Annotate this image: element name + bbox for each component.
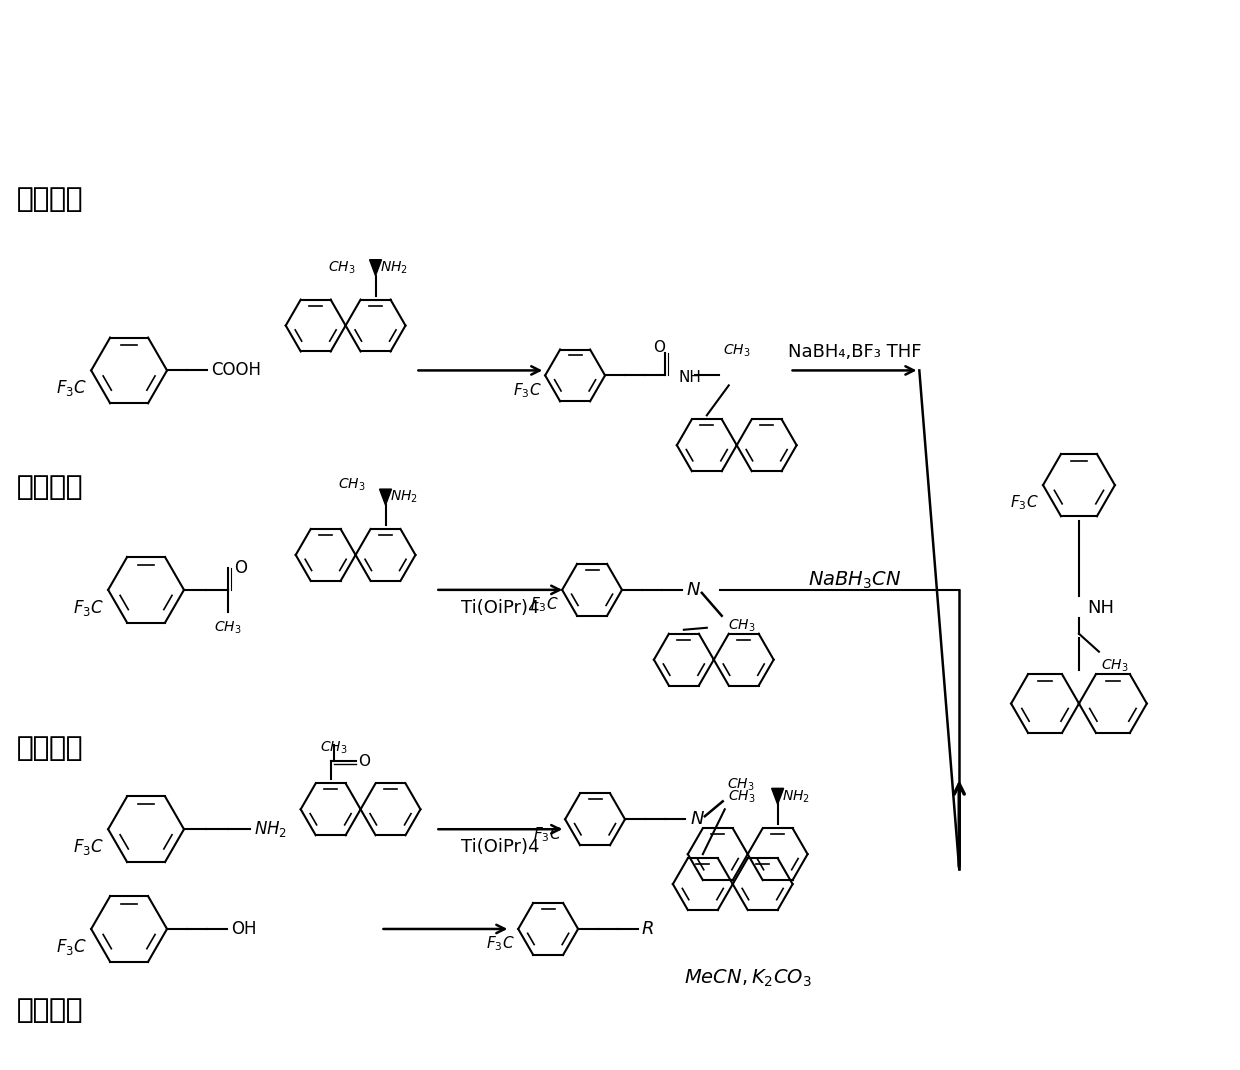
Text: NH: NH (1087, 599, 1114, 616)
Text: $F_3C$: $F_3C$ (56, 937, 87, 957)
Polygon shape (370, 260, 382, 276)
Text: $NH_2$: $NH_2$ (389, 489, 418, 505)
Text: $F_3C$: $F_3C$ (532, 825, 562, 843)
Text: $CH_3$: $CH_3$ (1101, 658, 1128, 674)
Text: N: N (691, 810, 704, 828)
Text: 路径三：: 路径三： (16, 473, 83, 501)
Text: $NH_2$: $NH_2$ (379, 260, 408, 276)
Polygon shape (379, 489, 392, 505)
Text: $CH_3$: $CH_3$ (728, 617, 755, 635)
Text: $CH_3$: $CH_3$ (329, 260, 356, 276)
Text: 路径四：: 路径四： (16, 185, 83, 213)
Text: NH: NH (678, 370, 702, 385)
Text: $NaBH_3CN$: $NaBH_3CN$ (807, 569, 901, 591)
Text: OH: OH (231, 920, 257, 938)
Text: $MeCN,K_2CO_3$: $MeCN,K_2CO_3$ (684, 968, 811, 990)
Text: 路径一：: 路径一： (16, 996, 83, 1024)
Text: O: O (653, 340, 665, 355)
Text: N: N (687, 581, 701, 599)
Text: $CH_3$: $CH_3$ (728, 789, 755, 805)
Polygon shape (771, 789, 784, 805)
Text: 路径二：: 路径二： (16, 734, 83, 763)
Text: Ti(OiPr)4: Ti(OiPr)4 (461, 838, 539, 856)
Text: $NH_2$: $NH_2$ (254, 820, 286, 839)
Text: 路径四：: 路径四： (16, 185, 83, 213)
Text: $NH_2$: $NH_2$ (781, 789, 810, 805)
Text: O: O (234, 559, 247, 577)
Text: $F_3C$: $F_3C$ (1011, 493, 1039, 513)
Text: $CH_3$: $CH_3$ (339, 477, 366, 493)
Text: $CH_3$: $CH_3$ (727, 777, 754, 793)
Text: $CH_3$: $CH_3$ (320, 739, 347, 755)
Text: R: R (642, 920, 655, 938)
Text: $F_3C$: $F_3C$ (56, 379, 87, 398)
Text: O: O (358, 754, 371, 769)
Text: $CH_3$: $CH_3$ (723, 343, 750, 360)
Text: $F_3C$: $F_3C$ (529, 596, 558, 614)
Text: $F_3C$: $F_3C$ (73, 837, 104, 857)
Text: NaBH₄,BF₃ THF: NaBH₄,BF₃ THF (787, 343, 921, 362)
Text: 路径三：: 路径三： (16, 473, 83, 501)
Text: $CH_3$: $CH_3$ (215, 620, 242, 637)
Text: 路径一：: 路径一： (16, 996, 83, 1024)
Text: COOH: COOH (211, 362, 260, 380)
Text: Ti(OiPr)4: Ti(OiPr)4 (461, 599, 539, 616)
Text: $F_3C$: $F_3C$ (512, 381, 541, 400)
Text: 路径二：: 路径二： (16, 734, 83, 763)
Text: $F_3C$: $F_3C$ (486, 934, 515, 953)
Text: $F_3C$: $F_3C$ (73, 598, 104, 617)
